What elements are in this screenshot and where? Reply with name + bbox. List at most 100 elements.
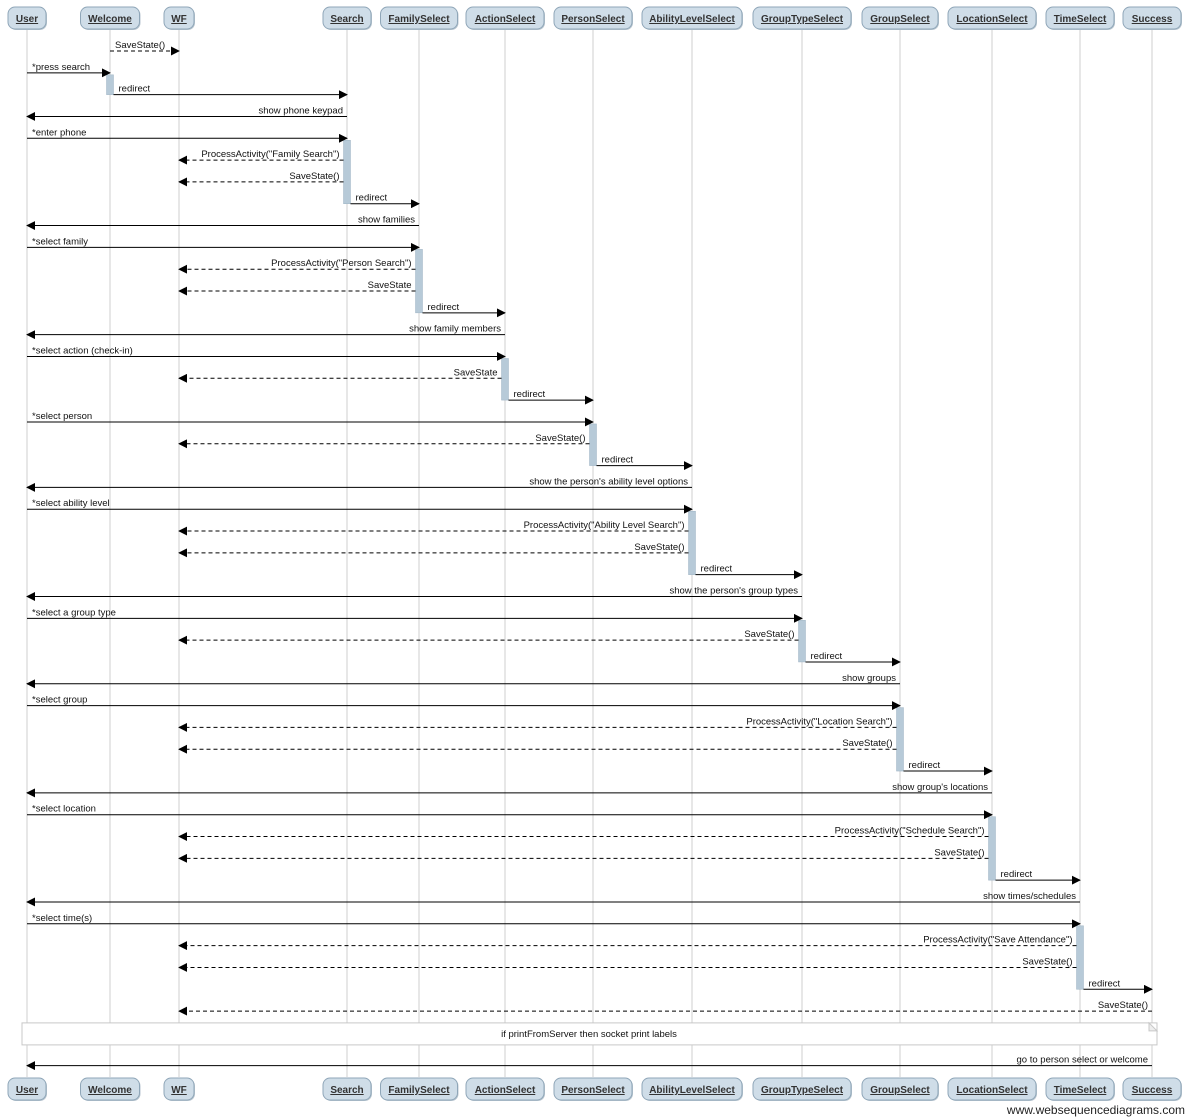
participant-bottom-user: User <box>7 1077 47 1101</box>
lifelines <box>26 30 1153 1077</box>
message-44: redirect <box>1083 978 1153 994</box>
participant-label: GroupSelect <box>870 1085 930 1096</box>
message-38: SaveState() <box>178 847 989 863</box>
message-label: SaveState() <box>1098 1000 1148 1011</box>
message-18: *select person <box>27 411 594 427</box>
participant-bottom-group-type-select: GroupTypeSelect <box>752 1077 852 1101</box>
message-39: redirect <box>995 869 1081 885</box>
message-label: ProcessActivity("Save Attendance") <box>923 935 1072 946</box>
message-label: ProcessActivity("Location Search") <box>746 716 892 727</box>
activation-group-type-select <box>798 620 806 663</box>
message-15: *select action (check-in) <box>27 345 506 361</box>
message-36: *select location <box>27 804 993 820</box>
participant-box <box>322 6 372 30</box>
participant-top-search: Search <box>322 6 372 30</box>
participant-label: LocationSelect <box>956 14 1028 25</box>
participant-top-action-select: ActionSelect <box>465 6 545 30</box>
message-40: show times/schedules <box>26 891 1080 907</box>
participant-top-success: Success <box>1122 6 1182 30</box>
message-11: ProcessActivity("Person Search") <box>178 258 416 274</box>
participant-bottom-location-select: LocationSelect <box>947 1077 1037 1101</box>
message-3: redirect <box>113 84 348 100</box>
message-30: show groups <box>26 673 900 689</box>
message-label: redirect <box>428 302 460 313</box>
message-label: ProcessActivity("Ability Level Search") <box>524 520 685 531</box>
participant-bottom-person-select: PersonSelect <box>553 1077 633 1101</box>
participant-label: WF <box>171 14 187 25</box>
message-43: SaveState() <box>178 956 1077 972</box>
participant-label: Search <box>330 1085 363 1096</box>
message-label: show phone keypad <box>258 105 343 116</box>
message-label: SaveState <box>454 367 498 378</box>
participant-label: User <box>16 1085 38 1096</box>
message-23: ProcessActivity("Ability Level Search") <box>178 520 689 536</box>
participant-top-group-type-select: GroupTypeSelect <box>752 6 852 30</box>
participant-box <box>465 1077 545 1101</box>
participant-bottom-wf: WF <box>163 1077 195 1101</box>
message-label: redirect <box>1001 869 1033 880</box>
message-label: SaveState() <box>934 847 984 858</box>
participant-box <box>465 6 545 30</box>
message-label: show family members <box>409 324 501 335</box>
message-label: redirect <box>602 455 634 466</box>
message-42: ProcessActivity("Save Attendance") <box>178 935 1077 951</box>
participant-bottom-time-select: TimeSelect <box>1045 1077 1115 1101</box>
participant-box <box>752 1077 852 1101</box>
participant-label: AbilityLevelSelect <box>649 14 735 25</box>
participant-box <box>1045 1077 1115 1101</box>
activation-group-select <box>896 707 904 772</box>
participant-label: Success <box>1132 1085 1173 1096</box>
message-label: redirect <box>701 564 733 575</box>
message-label: *press search <box>32 62 90 73</box>
message-16: SaveState <box>178 367 502 383</box>
message-32: ProcessActivity("Location Search") <box>178 716 897 732</box>
message-33: SaveState() <box>178 738 897 754</box>
message-label: SaveState() <box>842 738 892 749</box>
message-label: *select ability level <box>32 498 110 509</box>
message-29: redirect <box>805 651 901 667</box>
message-label: redirect <box>811 651 843 662</box>
message-28: SaveState() <box>178 629 799 645</box>
message-label: *select time(s) <box>32 913 92 924</box>
activation-person-select <box>589 423 597 466</box>
message-label: SaveState <box>368 280 412 291</box>
message-label: redirect <box>1089 978 1121 989</box>
participant-label: Welcome <box>88 1085 132 1096</box>
participant-top-group-select: GroupSelect <box>861 6 939 30</box>
message-label: *select a group type <box>32 607 116 618</box>
participant-box <box>7 1077 47 1101</box>
activation-welcome <box>106 74 114 95</box>
participant-bottom-success: Success <box>1122 1077 1182 1101</box>
message-label: show families <box>358 215 415 226</box>
participant-box <box>1122 6 1182 30</box>
message-label: show times/schedules <box>983 891 1076 902</box>
message-31: *select group <box>27 695 901 711</box>
participant-box <box>163 1077 195 1101</box>
participant-box <box>80 1077 140 1101</box>
participant-box <box>861 6 939 30</box>
participant-box <box>380 6 458 30</box>
participant-box <box>1045 6 1115 30</box>
message-8: redirect <box>350 193 420 209</box>
message-5: *enter phone <box>27 127 348 143</box>
participant-top-family-select: FamilySelect <box>380 6 459 30</box>
message-label: redirect <box>356 193 388 204</box>
activation-action-select <box>501 358 509 401</box>
message-24: SaveState() <box>178 542 689 558</box>
participant-label: PersonSelect <box>561 1085 625 1096</box>
participant-box <box>322 1077 372 1101</box>
participant-box <box>163 6 195 30</box>
participant-headers: User Welcome WF Search FamilySelect ActionSel… <box>7 6 1182 1101</box>
message-7: SaveState() <box>178 171 344 187</box>
message-27: *select a group type <box>27 607 803 623</box>
message-label: SaveState() <box>289 171 339 182</box>
message-label: *select family <box>32 236 88 247</box>
participant-label: ActionSelect <box>475 1085 536 1096</box>
message-label: *select action (check-in) <box>32 345 133 356</box>
note-corner <box>1148 1021 1159 1032</box>
message-37: ProcessActivity("Schedule Search") <box>178 826 989 842</box>
participant-label: GroupSelect <box>870 14 930 25</box>
activation-location-select <box>988 816 996 881</box>
participant-box <box>641 1077 743 1101</box>
